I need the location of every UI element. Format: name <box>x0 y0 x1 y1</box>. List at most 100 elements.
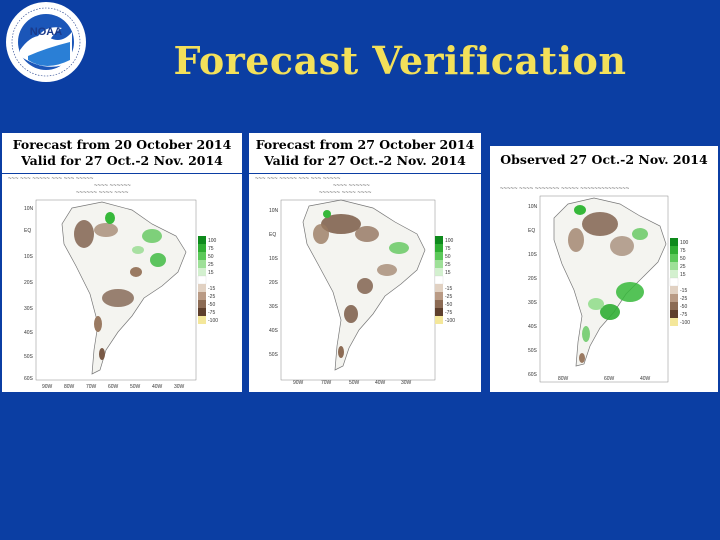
legend-label: 25 <box>445 262 451 268</box>
panel-3-lat-labels: 10N EQ 10S 20S 30S 40S 50S 60S <box>528 204 538 378</box>
lat-label: 20S <box>24 280 34 286</box>
lon-label: 40W <box>152 384 163 390</box>
lat-label: 40S <box>24 330 34 336</box>
lat-label: 40S <box>269 328 279 334</box>
lat-label: 20S <box>269 280 279 286</box>
noaa-logo: NOAA <box>6 2 86 82</box>
legend-label: 15 <box>208 270 214 276</box>
legend-label: 75 <box>445 246 451 252</box>
lon-label: 40W <box>640 376 651 382</box>
panel-1-legend: 100 75 50 25 15 -15 -25 -50 -75 -100 <box>197 236 218 324</box>
lat-label: 30S <box>24 306 34 312</box>
legend-label: 15 <box>445 270 451 276</box>
panel-1-caption-line1: Forecast from 20 October 2014 <box>12 137 232 152</box>
panel-3-continent <box>553 197 667 367</box>
svg-text:~~~~ ~~~~~~: ~~~~ ~~~~~~ <box>333 183 370 189</box>
logo-text: NOAA <box>30 26 62 38</box>
svg-text:~~~ ~~~ ~~~~~ ~~~ ~~~ ~~~~~: ~~~ ~~~ ~~~~~ ~~~ ~~~ ~~~~~ <box>8 176 94 182</box>
lat-label: 40S <box>528 324 538 330</box>
svg-text:~~~~~ ~~~~ ~~~~~~~ ~~~~~ ~~~~~: ~~~~~ ~~~~ ~~~~~~~ ~~~~~ ~~~~~~~~~~~~~~ <box>500 186 630 192</box>
lat-label: 50S <box>269 352 279 358</box>
slide-title: Forecast Verification <box>173 38 627 83</box>
lat-label: EQ <box>269 232 276 238</box>
legend-label: -50 <box>208 302 215 308</box>
svg-text:~~~~~~ ~~~~ ~~~~: ~~~~~~ ~~~~ ~~~~ <box>76 190 129 196</box>
svg-text:~~~~ ~~~~~~: ~~~~ ~~~~~~ <box>94 183 131 189</box>
panel-2-lat-labels: 10N EQ 10S 20S 30S 40S 50S <box>269 208 279 358</box>
legend-label: -75 <box>445 310 452 316</box>
legend-label: 75 <box>208 246 214 252</box>
panel-2-lon-labels: 90W 70W 50W 40W 30W <box>293 380 412 386</box>
lat-label: 10N <box>528 204 538 210</box>
panel-3-legend: 100 75 50 25 15 -15 -25 -50 -75 -100 <box>669 238 690 326</box>
legend-label: -25 <box>680 296 687 302</box>
panel-3-caption-line1: Observed 27 Oct.-2 Nov. 2014 <box>500 152 708 167</box>
legend-label: -15 <box>445 286 452 292</box>
lat-label: EQ <box>24 228 31 234</box>
panel-2-caption-line1: Forecast from 27 October 2014 <box>255 137 475 152</box>
panel-2-continent <box>302 199 426 371</box>
lon-label: 80W <box>64 384 75 390</box>
lon-label: 50W <box>349 380 360 386</box>
lat-label: EQ <box>528 228 535 234</box>
legend-label: -75 <box>208 310 215 316</box>
lat-label: 60S <box>528 372 538 378</box>
lon-label: 90W <box>42 384 53 390</box>
legend-label: -25 <box>208 294 215 300</box>
legend-label: 100 <box>680 240 689 246</box>
panel-2-caption-line2: Valid for 27 Oct.-2 Nov. 2014 <box>264 153 466 168</box>
lon-label: 30W <box>401 380 412 386</box>
panel-1-map: ~~~ ~~~ ~~~~~ ~~~ ~~~ ~~~~~ ~~~~ ~~~~~~ … <box>2 174 242 392</box>
lat-label: 30S <box>269 304 279 310</box>
lat-label: 50S <box>24 354 34 360</box>
legend-label: -100 <box>680 320 690 326</box>
legend-label: -75 <box>680 312 687 318</box>
legend-label: -50 <box>680 304 687 310</box>
legend-label: 50 <box>680 256 686 262</box>
svg-text:~~~~~~ ~~~~ ~~~~: ~~~~~~ ~~~~ ~~~~ <box>319 190 372 196</box>
lon-label: 60W <box>108 384 119 390</box>
legend-label: 25 <box>680 264 686 270</box>
panel-1-lon-labels: 90W 80W 70W 60W 50W 40W 30W <box>42 384 185 390</box>
lat-label: 10N <box>269 208 279 214</box>
lat-label: 60S <box>24 376 34 382</box>
panel-1-caption-line2: Valid for 27 Oct.-2 Nov. 2014 <box>21 153 223 168</box>
legend-label: 50 <box>208 254 214 260</box>
panel-2-legend: 100 75 50 25 15 -15 -25 -50 -75 -100 <box>434 236 455 324</box>
lon-label: 80W <box>558 376 569 382</box>
panel-3-map: ~~~~~ ~~~~ ~~~~~~~ ~~~~~ ~~~~~~~~~~~~~~ … <box>490 174 718 392</box>
lon-label: 40W <box>375 380 386 386</box>
legend-label: 25 <box>208 262 214 268</box>
legend-label: 15 <box>680 272 686 278</box>
legend-label: -25 <box>445 294 452 300</box>
lat-label: 50S <box>528 348 538 354</box>
lon-label: 30W <box>174 384 185 390</box>
legend-label: -15 <box>208 286 215 292</box>
lon-label: 70W <box>321 380 332 386</box>
legend-label: 75 <box>680 248 686 254</box>
legend-label: -100 <box>208 318 218 324</box>
lat-label: 10S <box>24 254 34 260</box>
lon-label: 70W <box>86 384 97 390</box>
svg-text:~~~ ~~~ ~~~~~ ~~~ ~~~ ~~~~~: ~~~ ~~~ ~~~~~ ~~~ ~~~ ~~~~~ <box>255 176 341 182</box>
panel-2-caption: Forecast from 27 October 2014 Valid for … <box>249 133 481 173</box>
lon-label: 60W <box>604 376 615 382</box>
lat-label: 10S <box>269 256 279 262</box>
legend-label: -50 <box>445 302 452 308</box>
panel-1-caption: Forecast from 20 October 2014 Valid for … <box>2 133 242 173</box>
lon-label: 50W <box>130 384 141 390</box>
legend-label: 100 <box>208 238 217 244</box>
legend-label: 100 <box>445 238 454 244</box>
lat-label: 20S <box>528 276 538 282</box>
panel-1-lat-labels: 10N EQ 10S 20S 30S 40S 50S 60S <box>24 206 34 382</box>
legend-label: 50 <box>445 254 451 260</box>
panel-3-lon-labels: 80W 60W 40W <box>558 376 651 382</box>
lon-label: 90W <box>293 380 304 386</box>
legend-label: -100 <box>445 318 455 324</box>
legend-label: -15 <box>680 288 687 294</box>
panel-1-continent <box>61 201 187 375</box>
lat-label: 30S <box>528 300 538 306</box>
panel-2-map: ~~~ ~~~ ~~~~~ ~~~ ~~~ ~~~~~ ~~~~ ~~~~~~ … <box>249 174 481 392</box>
lat-label: 10S <box>528 252 538 258</box>
lat-label: 10N <box>24 206 34 212</box>
